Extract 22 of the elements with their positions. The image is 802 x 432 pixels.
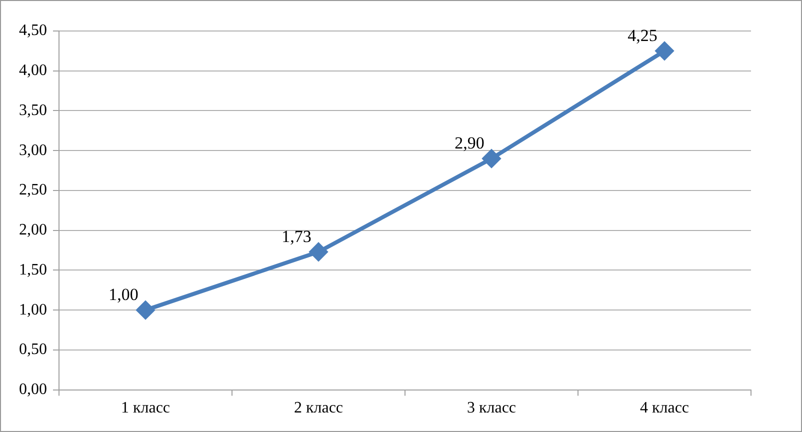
y-tick-label: 1,50 [19, 261, 47, 278]
y-tick-label: 4,50 [19, 22, 47, 40]
point [656, 42, 674, 60]
data-label: 1,00 [108, 285, 138, 304]
y-tick-label: 4,00 [19, 62, 47, 80]
x-tick-label: 1 класс [120, 400, 170, 417]
y-tick-label: 1,00 [19, 301, 47, 318]
y-tick-label: 2,50 [19, 182, 47, 199]
x-tick-label: 3 класс [466, 400, 516, 417]
y-tick-label: 2,00 [19, 222, 47, 239]
point [482, 150, 500, 168]
y-tick-label: 0,50 [19, 341, 47, 358]
x-tick-label: 4 класс [640, 400, 690, 417]
data-label: 1,73 [282, 226, 312, 246]
data-label: 4,25 [628, 26, 658, 45]
data-label: 2,90 [454, 134, 484, 153]
y-tick-label: 0,00 [19, 381, 47, 398]
x-tick-label: 2 класс [294, 400, 344, 417]
point [310, 242, 328, 261]
point [136, 301, 154, 320]
y-tick-label: 3,50 [19, 102, 47, 119]
y-tick-label: 3,00 [19, 142, 47, 159]
